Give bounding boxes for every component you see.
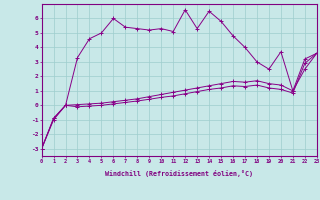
X-axis label: Windchill (Refroidissement éolien,°C): Windchill (Refroidissement éolien,°C) [105, 170, 253, 177]
